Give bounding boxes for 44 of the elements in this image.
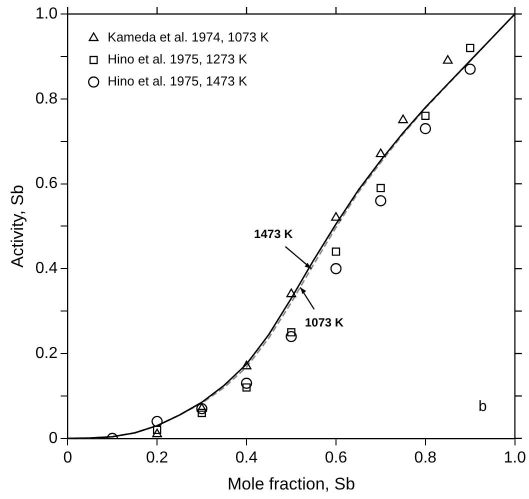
point [152, 426, 162, 434]
annotation: b [478, 398, 487, 416]
point [286, 288, 296, 298]
x-tick-label: 0 [63, 449, 72, 466]
point [151, 416, 163, 428]
y-tick-label: 0.6 [35, 175, 58, 192]
y-tick-label: 1.0 [35, 5, 58, 22]
y-axis-title: Activity, Sb [8, 184, 27, 268]
point [198, 408, 206, 418]
point [376, 184, 385, 192]
annotation: 1073 K [304, 316, 344, 330]
y-tick-label: 0 [48, 430, 58, 447]
point [196, 403, 208, 414]
x-tick-label: 1.0 [504, 449, 526, 466]
point [242, 383, 251, 392]
point [286, 330, 297, 342]
point [466, 44, 474, 52]
point [331, 212, 341, 221]
point [330, 263, 342, 274]
legend-label: Kameda et al. 1974, 1073 K [108, 30, 270, 45]
point [442, 55, 453, 64]
point [420, 122, 432, 134]
point [287, 328, 296, 336]
point [332, 248, 340, 256]
point [376, 148, 386, 158]
point [375, 195, 386, 206]
x-tick-label: 0.4 [235, 449, 258, 466]
point [242, 360, 252, 370]
point [398, 114, 408, 124]
point [464, 64, 476, 75]
point [196, 403, 207, 412]
annotation: 1473 K [254, 226, 294, 241]
y-tick-label: 0.8 [35, 90, 58, 108]
x-tick-label: 0.8 [414, 449, 437, 466]
point [152, 428, 162, 438]
point [240, 378, 252, 389]
y-tick-label: 0.2 [35, 344, 58, 362]
x-tick-label: 0.6 [324, 449, 348, 466]
legend-label: Hino et al. 1975, 1273 K [108, 52, 248, 67]
x-axis-title: Mole fraction, Sb [227, 474, 356, 494]
point [421, 112, 430, 120]
x-tick-label: 0.2 [146, 449, 168, 466]
legend-label: Hino et al. 1975, 1473 K [108, 74, 248, 89]
y-tick-label: 0.4 [35, 260, 58, 278]
